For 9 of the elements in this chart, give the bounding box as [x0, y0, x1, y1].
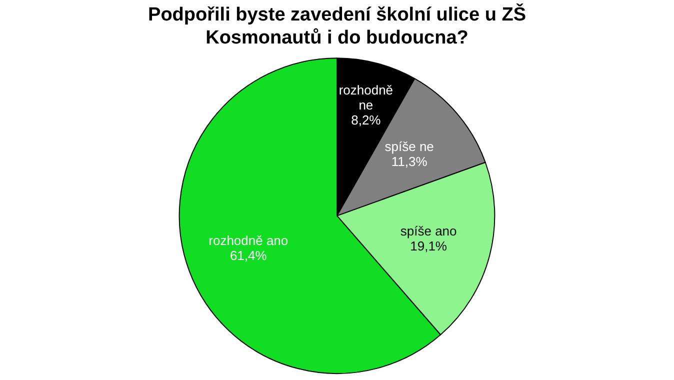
slice-label: spíše ne — [384, 138, 434, 154]
data-label: 19,1% — [410, 238, 448, 254]
slice-label: spíše ano — [400, 224, 457, 239]
data-label: 8,2% — [351, 112, 382, 128]
chart-title: Podpořili byste zavedení školní ulice u ZŠ Kosmonautů i do budoucna? — [148, 2, 526, 48]
data-label: 61,4% — [230, 248, 268, 264]
data-label: 11,3% — [391, 154, 428, 169]
slice-label: rozhodně ne — [338, 82, 394, 113]
slice-label: rozhodně ano — [208, 233, 288, 248]
